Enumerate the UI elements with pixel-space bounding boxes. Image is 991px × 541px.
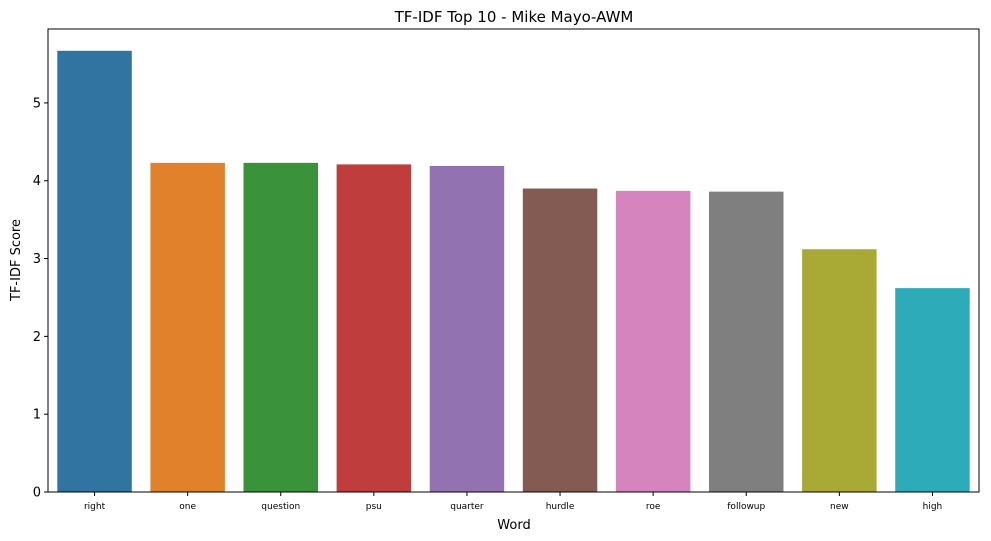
y-axis-ticks: 0 1 2 3 4 5 — [33, 96, 48, 501]
y-tick-label: 1 — [33, 408, 41, 423]
bar-hurdle — [522, 188, 598, 493]
bar-new — [802, 249, 877, 492]
y-tick-label: 2 — [33, 330, 41, 345]
y-tick-label: 3 — [33, 252, 41, 267]
x-tick-label: psu — [366, 502, 382, 512]
bar-high — [895, 288, 970, 492]
chart-title: TF-IDF Top 10 - Mike Mayo-AWM — [394, 8, 634, 26]
x-tick-label: one — [179, 502, 196, 512]
x-tick-label: new — [830, 502, 849, 512]
plot-frame — [47, 28, 980, 493]
x-tick-label: question — [261, 502, 300, 512]
bar-roe — [615, 190, 691, 492]
bar-one — [150, 162, 225, 492]
y-tick-label: 5 — [33, 96, 41, 111]
y-axis-label: TF-IDF Score — [9, 219, 24, 302]
x-axis-ticks: right one question psu quarter hurdle roe follo… — [84, 492, 942, 512]
x-tick-label: right — [84, 502, 106, 512]
x-tick-label: quarter — [450, 502, 484, 512]
bars-group — [57, 50, 970, 493]
x-axis-label: Word — [497, 518, 530, 533]
x-tick-label: high — [923, 502, 943, 512]
bar-quarter — [429, 165, 505, 492]
y-tick-label: 4 — [33, 174, 41, 189]
x-tick-label: followup — [727, 502, 765, 512]
bar-psu — [336, 164, 412, 492]
x-tick-label: hurdle — [546, 502, 575, 512]
x-tick-label: roe — [646, 502, 661, 512]
bar-right — [57, 50, 132, 492]
bar-question — [243, 162, 318, 492]
y-tick-label: 0 — [33, 486, 41, 501]
bar-followup — [709, 191, 784, 492]
